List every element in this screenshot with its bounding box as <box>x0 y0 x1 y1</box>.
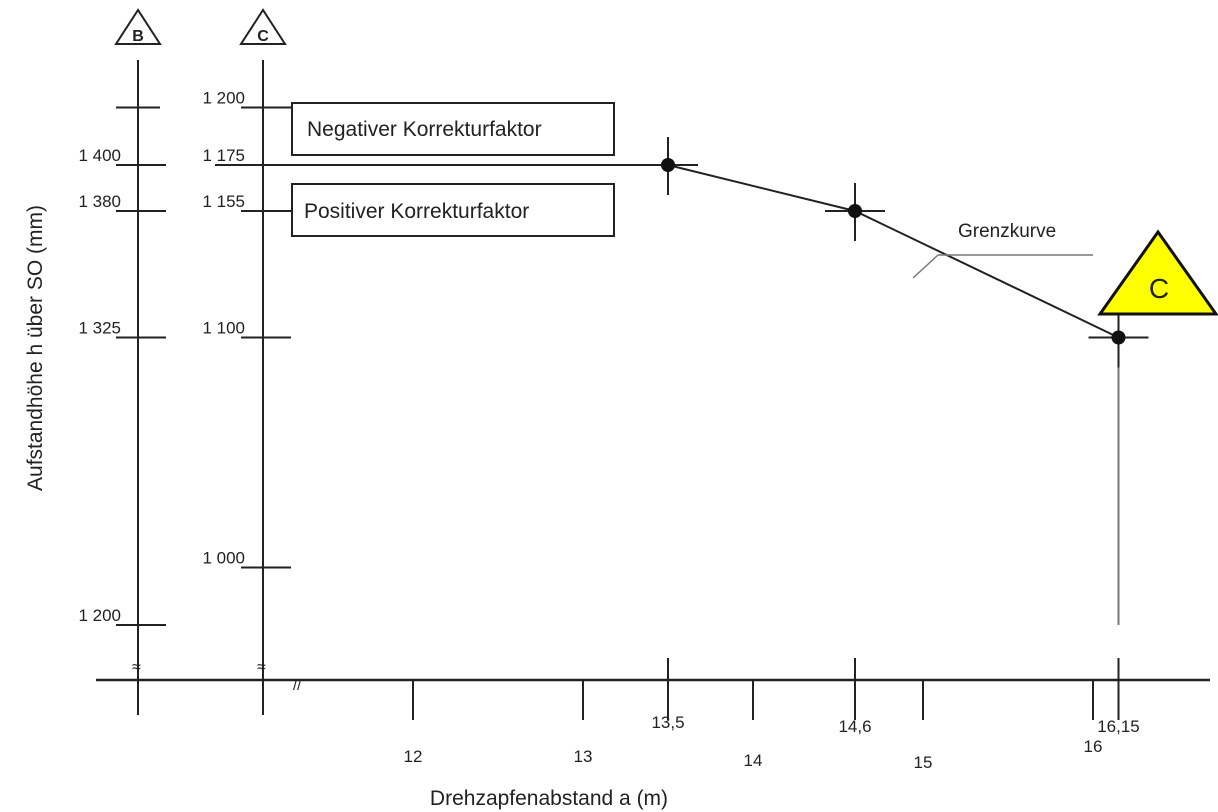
positive-factor-label: Positiver Korrekturfaktor <box>304 200 529 223</box>
data-point <box>661 158 675 172</box>
axis-break-mark: ≈ <box>257 659 266 676</box>
x-tick-label: 16 <box>1084 737 1103 756</box>
label-layer: Aufstandhöhe h über SO (mm) Drehzapfenab… <box>24 28 1140 810</box>
series-layer <box>215 137 1149 625</box>
axis-b-marker-letter: B <box>132 28 144 45</box>
y-tick-label: 1 155 <box>202 192 245 211</box>
x-tick-label: 15 <box>914 753 933 772</box>
negative-factor-box <box>291 102 615 156</box>
y-tick-label: 1 175 <box>202 146 245 165</box>
negative-factor-label: Negativer Korrekturfaktor <box>307 118 542 141</box>
grenzkurve-leader <box>912 254 939 279</box>
x-tick-label: 13 <box>574 747 593 766</box>
grenzkurve-label: Grenzkurve <box>958 221 1056 242</box>
data-point <box>848 204 862 218</box>
x-tick-label: 12 <box>404 747 423 766</box>
x-tick-label: 13,5 <box>651 713 684 732</box>
x-tick-label: 14,6 <box>838 717 871 736</box>
y-tick-label: 1 200 <box>202 89 245 108</box>
y-tick-label: 1 325 <box>78 319 121 338</box>
badge-c-letter: C <box>1149 273 1169 304</box>
y-axis-label: Aufstandhöhe h über SO (mm) <box>24 205 47 491</box>
axis-c-marker <box>239 8 287 45</box>
y-tick-label: 1 200 <box>78 606 121 625</box>
axis-break-mark: ≈ <box>132 659 141 676</box>
axis-break-mark: // <box>293 677 302 694</box>
axis-b-marker <box>114 8 162 45</box>
x-tick-label: 16,15 <box>1097 717 1140 736</box>
positive-factor-box <box>291 183 615 237</box>
y-tick-label: 1 000 <box>202 549 245 568</box>
annotation-layer: Negativer Korrekturfaktor Positiver Korr… <box>291 102 1218 316</box>
x-axis-label: Drehzapfenabstand a (m) <box>430 787 668 810</box>
data-point <box>1111 330 1126 345</box>
y-tick-label: 1 100 <box>202 319 245 338</box>
axes-layer <box>96 8 1210 720</box>
axis-c-marker-letter: C <box>257 28 269 45</box>
y-tick-label: 1 400 <box>78 146 121 165</box>
badge-c-triangle <box>1097 229 1218 316</box>
grenzkurve-line <box>667 164 1119 339</box>
x-tick-label: 14 <box>744 751 763 770</box>
y-tick-label: 1 380 <box>78 192 121 211</box>
